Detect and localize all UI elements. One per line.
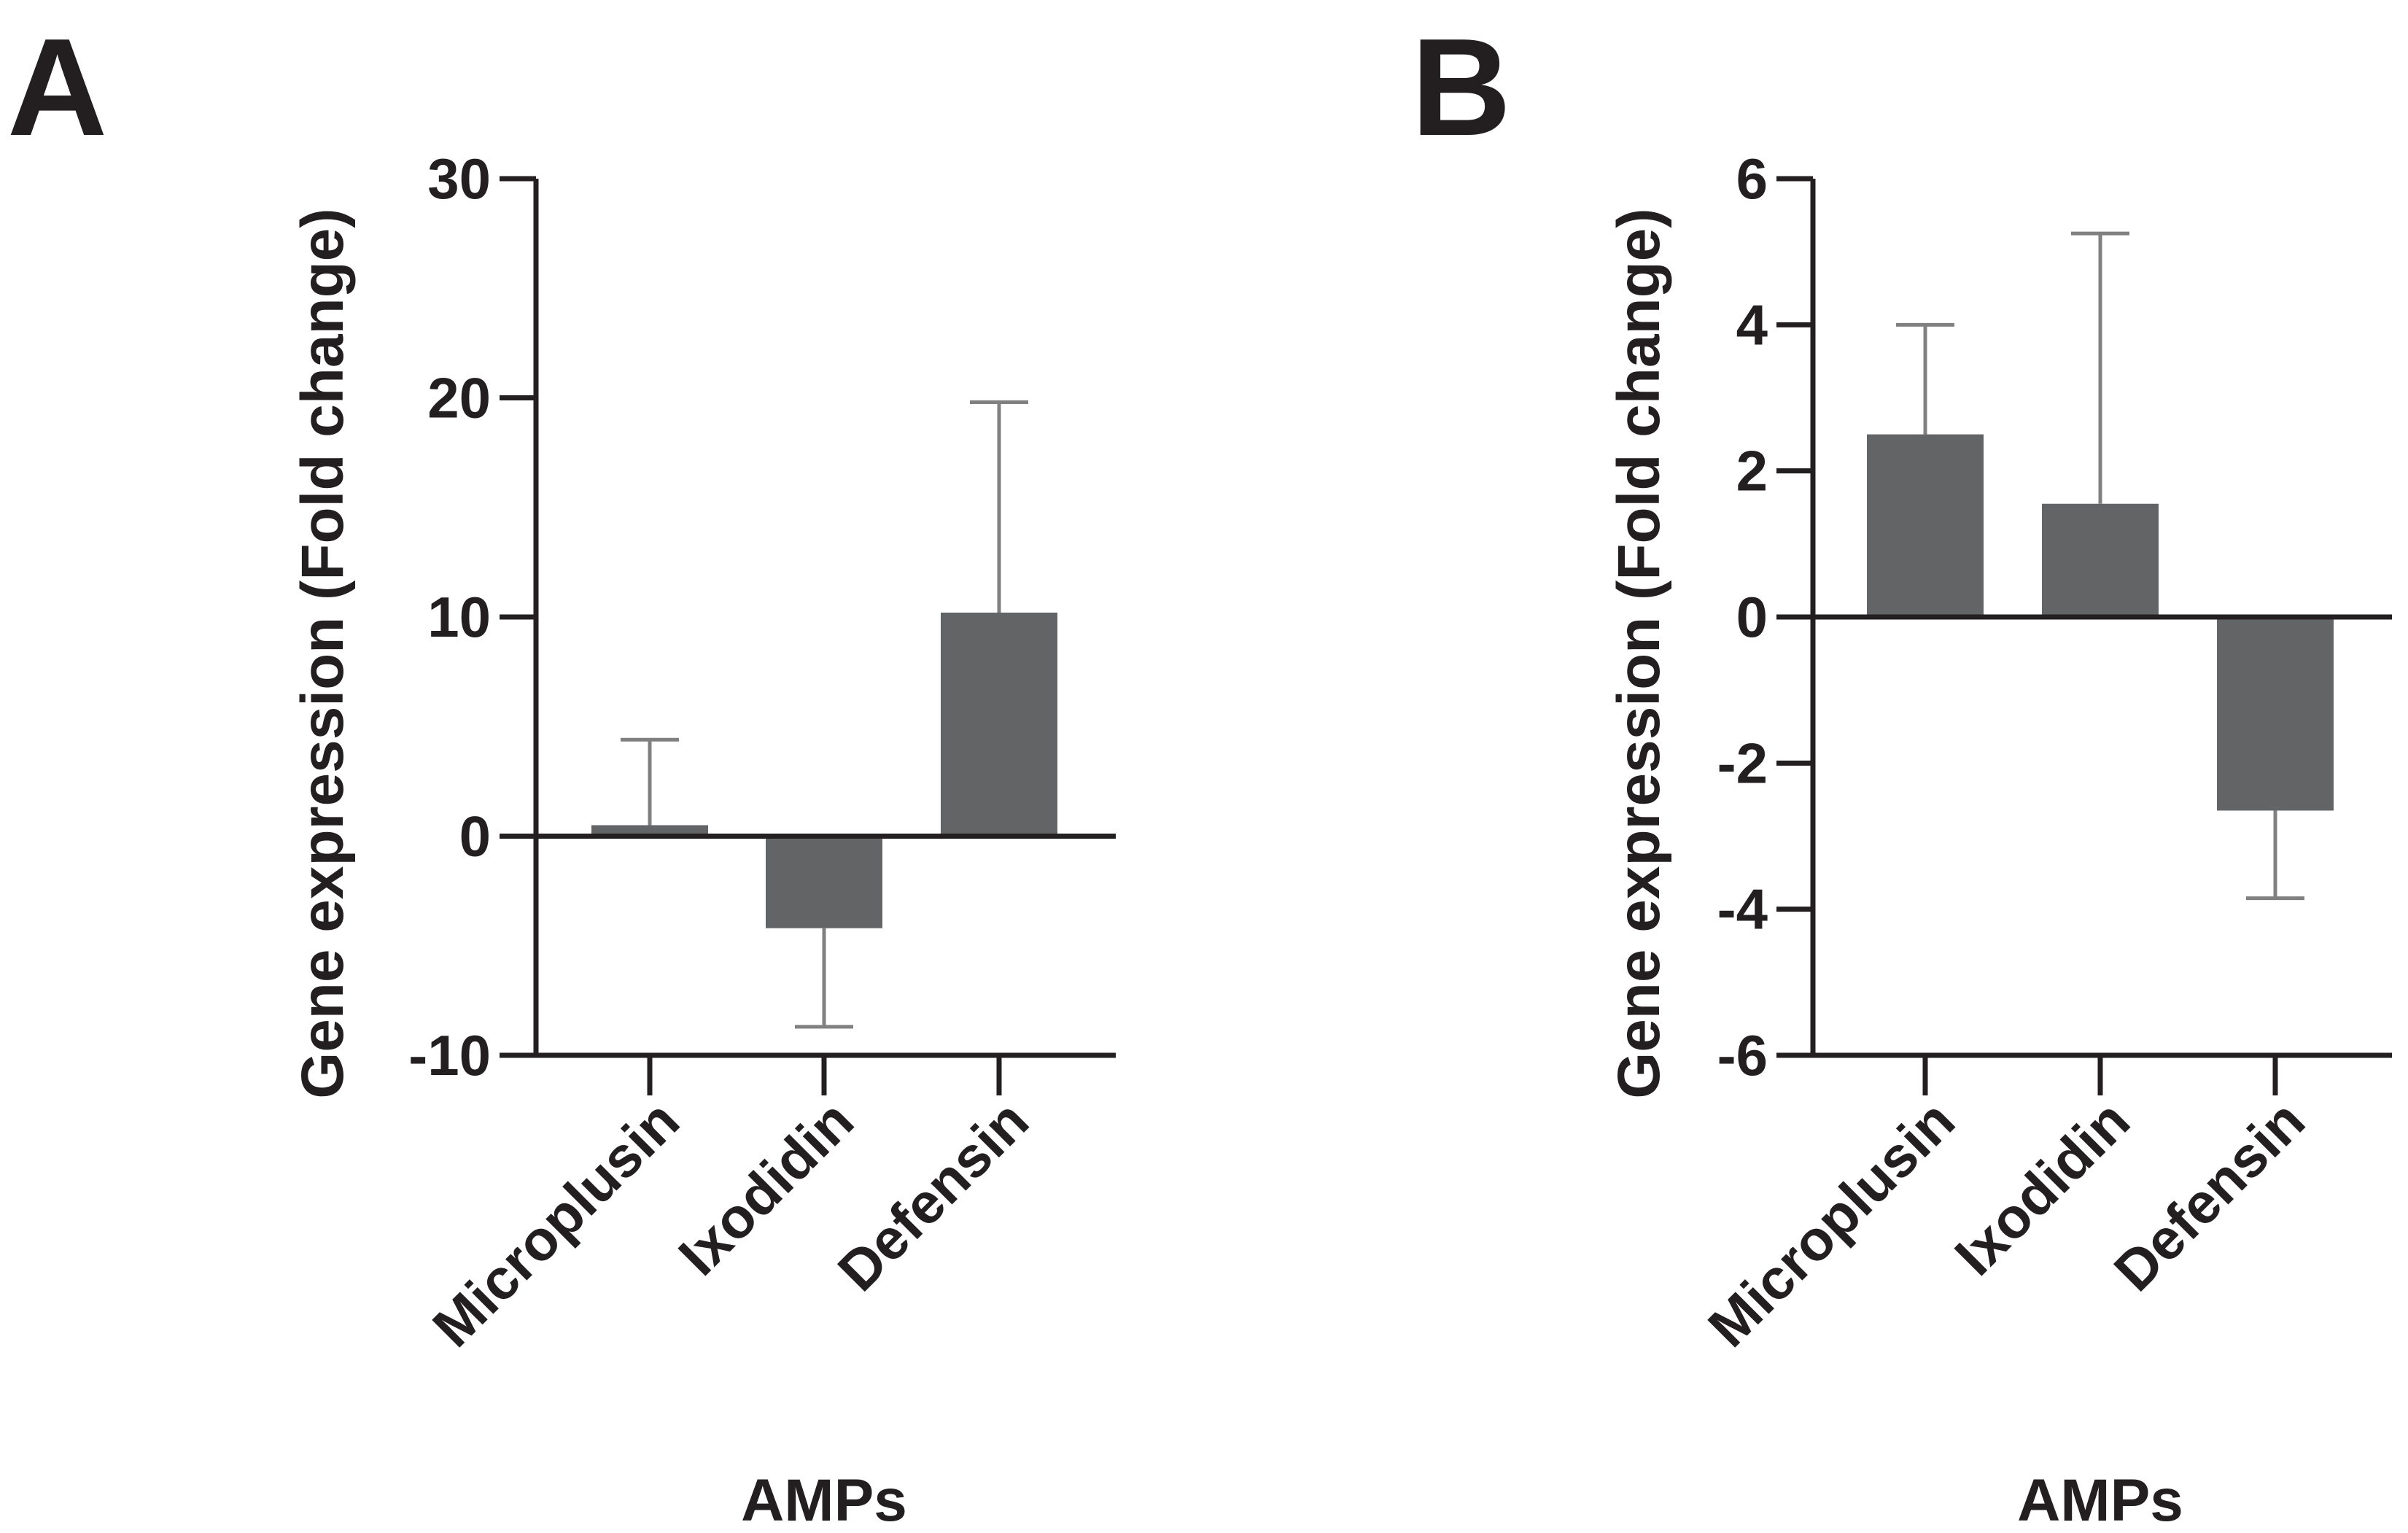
bar-defensin — [2217, 617, 2334, 811]
y-tick-label: 30 — [427, 147, 491, 211]
bar-microplusin — [591, 825, 708, 837]
y-tick-label: 0 — [459, 804, 491, 869]
panel-a: A-100102030MicroplusinIxodidinDefensinGe… — [7, 10, 1116, 1533]
y-tick-label: -4 — [1717, 877, 1768, 942]
y-tick-label: 2 — [1736, 439, 1768, 503]
y-axis-title: Gene expression (Fold change) — [290, 208, 356, 1098]
y-tick-label: 20 — [427, 366, 491, 430]
panel-letter: B — [1411, 10, 1511, 165]
panel-b: B-6-4-20246MicroplusinIxodidinDefensinGe… — [1411, 10, 2392, 1533]
panel-letter: A — [7, 10, 107, 165]
category-label-microplusin: Microplusin — [1696, 1088, 1967, 1359]
category-label-defensin: Defensin — [826, 1088, 1041, 1303]
bar-microplusin — [1867, 434, 1984, 617]
y-tick-label: -6 — [1717, 1023, 1768, 1087]
y-axis-title: Gene expression (Fold change) — [1606, 208, 1672, 1098]
category-label-defensin: Defensin — [2102, 1088, 2317, 1303]
x-axis-title: AMPs — [741, 1467, 907, 1533]
bar-ixodidin — [766, 836, 882, 928]
bar-defensin — [941, 612, 1057, 837]
y-tick-label: -10 — [408, 1023, 491, 1087]
y-tick-label: -2 — [1717, 731, 1768, 795]
x-axis-title: AMPs — [2017, 1467, 2183, 1533]
y-tick-label: 6 — [1736, 147, 1768, 211]
y-tick-label: 0 — [1736, 585, 1768, 649]
y-tick-label: 10 — [427, 585, 491, 649]
bar-ixodidin — [2042, 503, 2159, 617]
y-tick-label: 4 — [1736, 292, 1768, 357]
category-label-microplusin: Microplusin — [420, 1088, 691, 1359]
